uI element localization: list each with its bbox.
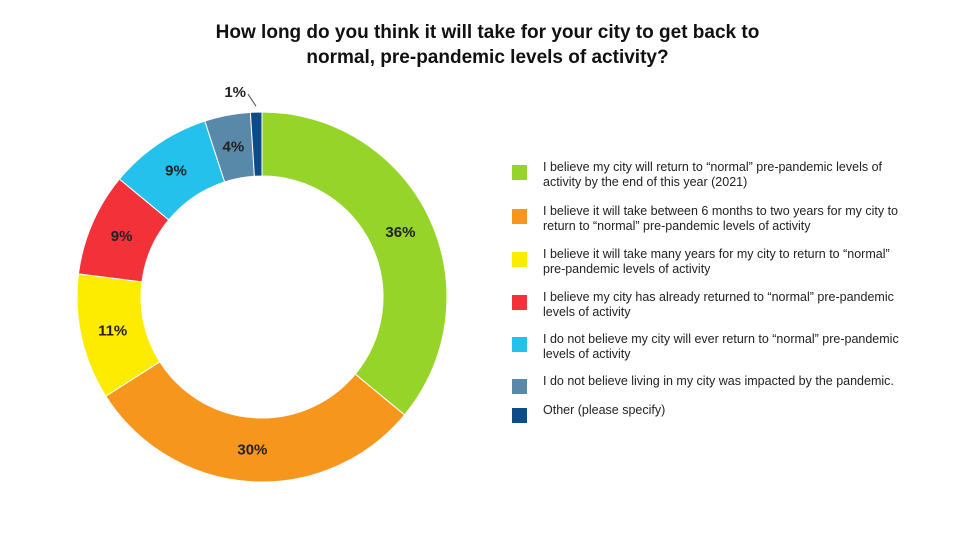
legend-item-six-months-to-two-years: I believe it will take between 6 months … [512,204,912,234]
slice-six-months-to-two-years [105,361,406,483]
legend-swatch [512,337,527,352]
legend-item-many-years: I believe it will take many years for my… [512,247,912,277]
legend-item-not-impacted: I do not believe living in my city was i… [512,374,894,394]
legend-swatch [512,209,527,224]
data-label: 11% [98,322,127,339]
legend-swatch [512,252,527,267]
legend-item-already-returned: I believe my city has already returned t… [512,290,912,320]
legend-item-never-return: I do not believe my city will ever retur… [512,332,912,362]
legend-label: I believe it will take between 6 months … [543,204,899,233]
legend-label: Other (please specify) [543,403,666,417]
legend-label: I believe it will take many years for my… [543,247,890,276]
legend: I believe my city will return to “normal… [512,160,912,423]
legend-swatch [512,379,527,394]
chart-title-line-2: normal, pre-pandemic levels of activity? [306,47,669,68]
legend-swatch [512,295,527,310]
data-label: 1% [224,84,246,101]
data-label: 36% [385,224,415,241]
legend-item-return-by-2021: I believe my city will return to “normal… [512,160,912,190]
legend-item-other: Other (please specify) [512,403,665,423]
chart-title: How long do you think it will take for y… [170,20,805,70]
chart-title-line-1: How long do you think it will take for y… [215,22,760,43]
data-label: 4% [222,139,244,156]
slice-return-by-2021 [261,111,448,416]
slice-other [249,111,263,177]
data-label: 9% [111,228,133,245]
legend-label: I believe my city has already returned t… [543,290,894,319]
data-label: 30% [237,442,267,459]
leader-line [247,93,257,107]
legend-swatch [512,165,527,180]
legend-label: I do not believe my city will ever retur… [543,332,899,361]
legend-label: I do not believe living in my city was i… [543,374,894,388]
legend-label: I believe my city will return to “normal… [543,160,883,189]
legend-swatch [512,408,527,423]
data-label: 9% [165,162,187,179]
